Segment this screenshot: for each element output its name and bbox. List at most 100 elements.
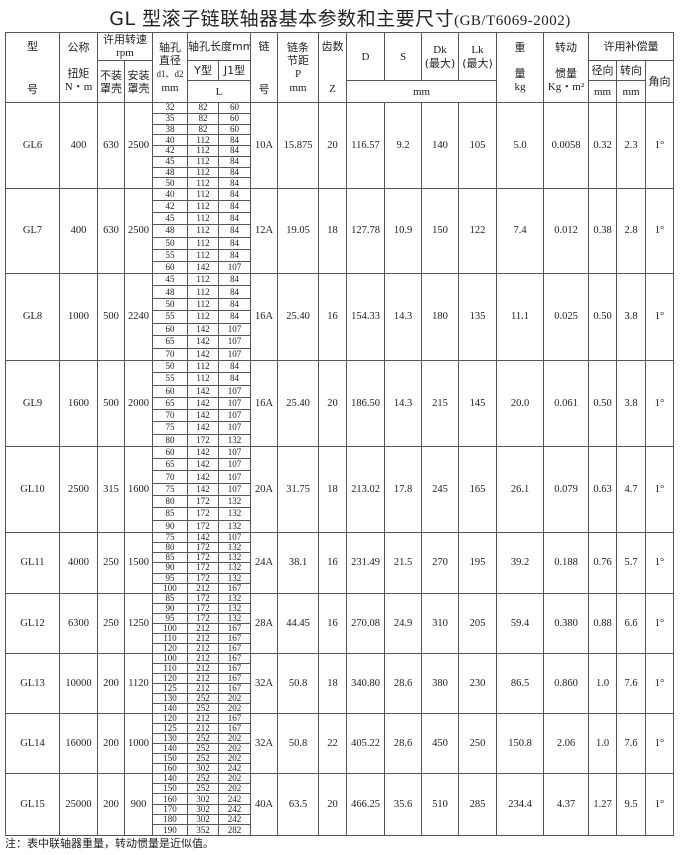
- cell-Dk: 150: [421, 188, 459, 274]
- cell-chain: 12A: [250, 188, 278, 274]
- page-title: GL 型滚子链联轴器基本参数和主要尺寸(GB/T6069-2002): [0, 4, 680, 31]
- cell-torque: 6300: [59, 592, 98, 654]
- unit-dims: mm: [346, 80, 497, 103]
- cell-bore: 60: [152, 384, 188, 398]
- cell-axial: 7.6: [616, 712, 646, 774]
- cell-bore: 90: [152, 519, 188, 533]
- unit-length: L: [187, 80, 251, 103]
- cell-length-y: 112: [187, 285, 219, 299]
- cell-D: 405.22: [346, 712, 385, 774]
- cell-length-j: 84: [218, 187, 251, 202]
- cell-Dk: 180: [421, 272, 459, 361]
- cell-D: 270.08: [346, 592, 385, 654]
- cell-length-j: 84: [218, 200, 251, 214]
- cell-axial: 9.5: [616, 772, 646, 836]
- cell-radial: 0.50: [588, 272, 617, 361]
- cell-Lk: 145: [458, 359, 497, 447]
- cell-length-y: 212: [187, 632, 219, 644]
- cell-length-j: 107: [218, 421, 251, 435]
- cell-bore: 85: [152, 507, 188, 521]
- cell-length-y: 112: [187, 372, 219, 386]
- cell-angular: 1°: [644, 359, 675, 447]
- table-row: 55 112 84: [6, 310, 674, 324]
- cell-pitch: 50.8: [277, 652, 319, 714]
- table-row: 110 212 167: [6, 632, 674, 644]
- cell-length-j: 202: [218, 692, 251, 704]
- cell-length-j: 167: [218, 672, 251, 684]
- cell-length-y: 252: [187, 732, 219, 744]
- cell-weight: 20.0: [496, 359, 544, 447]
- cell-length-y: 142: [187, 458, 219, 472]
- cell-length-y: 212: [187, 582, 219, 594]
- cell-teeth: 20: [318, 102, 347, 189]
- cell-length-y: 212: [187, 642, 219, 654]
- cell-Lk: 105: [458, 102, 497, 189]
- cell-bore: 60: [152, 322, 188, 337]
- cell-S: 35.6: [384, 772, 422, 836]
- cell-bore: 120: [152, 712, 188, 724]
- cell-length-j: 167: [218, 722, 251, 734]
- cell-weight: 39.2: [496, 531, 544, 594]
- cell-speed_no_cover: 200: [97, 652, 125, 714]
- cell-torque: 400: [59, 188, 98, 274]
- cell-length-j: 84: [218, 236, 251, 250]
- table-row: 55 112 84: [6, 248, 674, 262]
- cell-teeth: 20: [318, 359, 347, 447]
- cell-S: 28.6: [384, 652, 422, 714]
- cell-length-j: 107: [218, 482, 251, 497]
- cell-length-y: 82: [187, 102, 219, 114]
- cell-pitch: 25.40: [277, 272, 319, 361]
- col-torque: 公称 扭矩 N・m: [59, 32, 98, 103]
- cell-bore: 60: [152, 260, 188, 274]
- table-row: 90 172 132: [6, 519, 674, 533]
- cell-length-j: 202: [218, 772, 251, 785]
- cell-length-j: 242: [218, 803, 251, 816]
- cell-length-y: 142: [187, 347, 219, 361]
- cell-angular: 1°: [644, 772, 675, 836]
- cell-length-y: 82: [187, 123, 219, 136]
- table-row: 80 172 132: [6, 433, 674, 447]
- cell-speed_no_cover: 630: [97, 188, 125, 274]
- cell-speed_cover: 1000: [124, 712, 153, 774]
- cell-length-j: 84: [218, 166, 251, 179]
- cell-bore: 55: [152, 248, 188, 262]
- cell-bore: 32: [152, 102, 188, 114]
- cell-bore: 90: [152, 602, 188, 614]
- cell-length-j: 84: [218, 359, 251, 374]
- cell-radial: 0.76: [588, 531, 617, 594]
- cell-inertia: 0.860: [543, 652, 589, 714]
- table-row: GL7 400 630 2500 40 112 84 12A 19.05 18 127.78 10.9…: [5, 187, 675, 274]
- cell-chain: 40A: [250, 772, 278, 836]
- cell-D: 116.57: [346, 102, 385, 189]
- cell-model: GL11: [5, 531, 60, 594]
- cell-D: 127.78: [346, 188, 385, 274]
- cell-speed_cover: 2240: [124, 272, 153, 361]
- cell-bore: 80: [152, 495, 188, 509]
- table-row: 48 112 84: [6, 224, 674, 238]
- cell-bore: 130: [152, 732, 188, 744]
- cell-length-y: 142: [187, 531, 219, 544]
- cell-bore: 65: [152, 396, 188, 411]
- cell-inertia: 0.012: [543, 188, 589, 274]
- cell-length-j: 84: [218, 212, 251, 226]
- table-row: 70 142 107: [6, 347, 674, 361]
- cell-axial: 3.8: [616, 359, 646, 447]
- cell-pitch: 38.1: [277, 531, 319, 594]
- cell-teeth: 20: [318, 772, 347, 836]
- cell-bore: 110: [152, 632, 188, 644]
- cell-chain: 16A: [250, 359, 278, 447]
- cell-bore: 75: [152, 482, 188, 497]
- cell-bore: 55: [152, 310, 188, 324]
- cell-length-y: 172: [187, 552, 219, 564]
- cell-bore: 38: [152, 123, 188, 136]
- col-chain: 链号: [250, 32, 278, 103]
- table-row: 190 352 282: [6, 824, 674, 836]
- cell-length-j: 84: [218, 134, 251, 146]
- col-inertia: 转动 惯量 Kg・m²: [543, 32, 589, 103]
- col-length-j: J1型: [218, 60, 251, 81]
- cell-length-j: 84: [218, 145, 251, 157]
- cell-Dk: 245: [421, 445, 459, 533]
- cell-Lk: 285: [458, 772, 497, 836]
- cell-S: 10.9: [384, 188, 422, 274]
- cell-bore: 85: [152, 552, 188, 564]
